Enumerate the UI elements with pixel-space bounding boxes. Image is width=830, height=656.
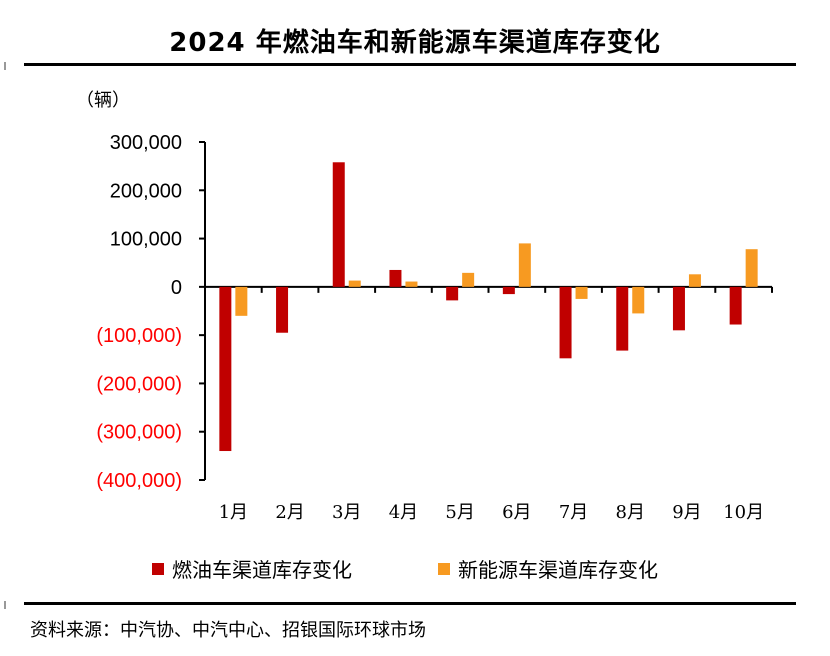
- y-tick-label: 100,000: [110, 229, 182, 251]
- y-tick-label: (200,000): [96, 373, 182, 395]
- x-axis: 1月 2月 3月 4月 5月 6月 7月 8月 9月 10月: [204, 285, 773, 523]
- source-note: 资料来源：中汽协、中汽中心、招银国际环球市场: [30, 620, 426, 641]
- fuel-bar: [672, 286, 685, 331]
- y-tick-label: (300,000): [96, 422, 182, 444]
- nev-bar: [632, 286, 645, 314]
- fuel-bar: [332, 162, 345, 287]
- fuel-bar: [559, 286, 572, 359]
- fuel-bar: [502, 286, 515, 295]
- nev-bar: [235, 286, 248, 316]
- margin-mark: [4, 601, 6, 609]
- nev-bar: [575, 286, 588, 299]
- y-axis: 300,000 200,000 100,000 0 (100,000) (200,000)…: [96, 132, 206, 492]
- fuel-bar: [729, 286, 742, 325]
- y-tick-label: (400,000): [96, 470, 182, 492]
- y-tick-label: 300,000: [110, 132, 182, 154]
- bars: [219, 162, 758, 452]
- fuel-bar: [276, 286, 289, 333]
- x-tick-label: 1月: [219, 502, 248, 523]
- x-tick-label: 5月: [445, 502, 474, 523]
- legend-item: 燃油车渠道库存变化: [152, 558, 352, 582]
- x-tick-label: 2月: [275, 502, 304, 523]
- legend-label: 燃油车渠道库存变化: [172, 558, 352, 582]
- x-tick-label: 7月: [559, 502, 588, 523]
- y-tick-label: 200,000: [110, 180, 182, 202]
- x-tick-label: 8月: [616, 502, 645, 523]
- nev-bar: [405, 281, 418, 287]
- nev-bar: [745, 249, 758, 287]
- unit-label: （辆）: [76, 90, 130, 111]
- fuel-bar: [219, 286, 232, 452]
- legend-label: 新能源车渠道库存变化: [458, 558, 658, 582]
- x-tick-label: 6月: [502, 502, 531, 523]
- legend-item: 新能源车渠道库存变化: [438, 558, 658, 582]
- top-rule: [24, 63, 796, 66]
- nev-bar: [688, 274, 701, 287]
- nev-bar: [462, 272, 475, 287]
- y-tick-label: 0: [171, 277, 182, 299]
- x-tick-label: 4月: [389, 502, 418, 523]
- nev-bar: [348, 280, 361, 287]
- x-tick-label: 3月: [332, 502, 361, 523]
- fuel-bar: [446, 286, 459, 301]
- legend-swatch-fuel: [152, 563, 164, 575]
- x-tick-label: 10月: [723, 502, 764, 523]
- nev-bar: [518, 243, 531, 287]
- fuel-bar: [389, 269, 402, 287]
- legend-swatch-nev: [438, 563, 450, 575]
- legend: 燃油车渠道库存变化 新能源车渠道库存变化: [152, 558, 658, 582]
- bottom-rule: [24, 602, 796, 605]
- chart-title: 2024 年燃油车和新能源车渠道库存变化: [169, 28, 661, 58]
- y-tick-label: (100,000): [96, 325, 182, 347]
- fuel-bar: [616, 286, 629, 351]
- margin-mark: [4, 62, 6, 70]
- bar-chart: 300,000 200,000 100,000 0 (100,000) (200,000)…: [96, 132, 773, 582]
- x-tick-label: 9月: [672, 502, 701, 523]
